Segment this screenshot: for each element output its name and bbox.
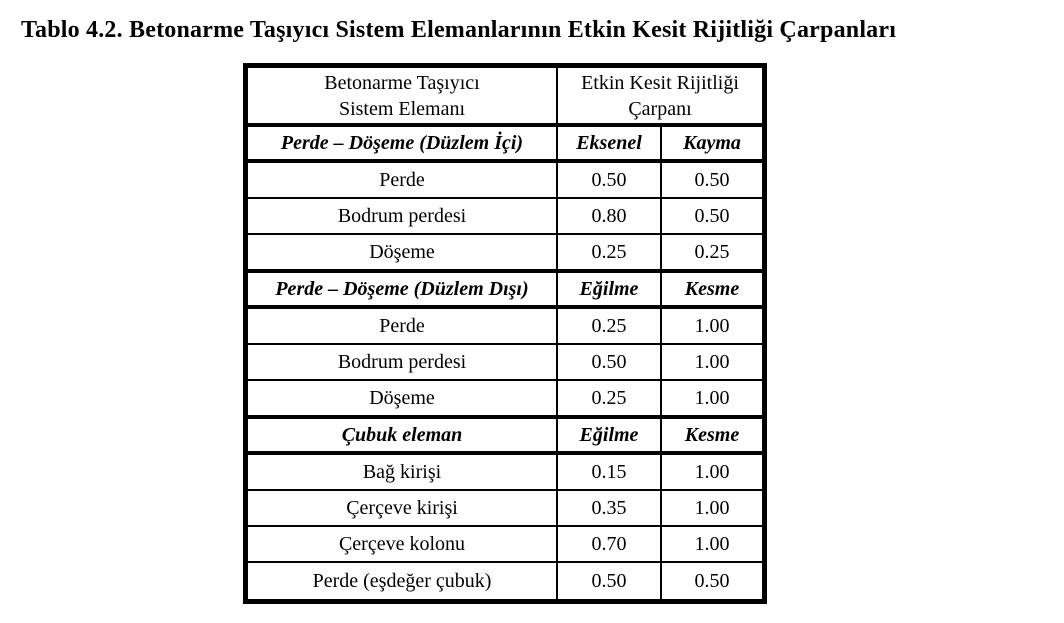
row-label-cell: Bodrum perdesi — [244, 343, 558, 381]
row-label-cell: Perde — [244, 160, 558, 199]
row-label-cell: Bağ kirişi — [244, 452, 558, 491]
value-cell: 0.15 — [556, 452, 662, 491]
section-header-row-outofplane: Perde – Döşeme (Düzlem Dışı) Eğilme Kesm… — [244, 269, 766, 309]
row-label-cell: Perde (eşdeğer çubuk) — [244, 561, 558, 603]
table-row: Çerçeve kolonu 0.70 1.00 — [244, 525, 766, 563]
row-label-cell: Çerçeve kirişi — [244, 489, 558, 527]
value-cell: 0.25 — [660, 233, 766, 272]
section-col-header: Kesme — [660, 415, 766, 455]
value-cell: 0.50 — [660, 197, 766, 235]
value-cell: 1.00 — [660, 525, 766, 563]
table-header-row: Betonarme Taşıyıcı Sistem Elemanı Etkin … — [244, 64, 766, 127]
value-cell: 0.50 — [556, 343, 662, 381]
header-cell-multiplier: Etkin Kesit Rijitliği Çarpanı — [556, 64, 766, 127]
table-row: Döşeme 0.25 0.25 — [244, 233, 766, 272]
section-label: Perde – Döşeme (Düzlem İçi) — [244, 123, 558, 163]
value-cell: 0.25 — [556, 379, 662, 418]
table-row: Bodrum perdesi 0.80 0.50 — [244, 197, 766, 235]
row-label-cell: Çerçeve kolonu — [244, 525, 558, 563]
header-cell-element: Betonarme Taşıyıcı Sistem Elemanı — [244, 64, 558, 127]
value-cell: 0.80 — [556, 197, 662, 235]
table-row: Bağ kirişi 0.15 1.00 — [244, 452, 766, 491]
effective-stiffness-table: Betonarme Taşıyıcı Sistem Elemanı Etkin … — [243, 63, 767, 604]
value-cell: 1.00 — [660, 452, 766, 491]
table-row: Perde (eşdeğer çubuk) 0.50 0.50 — [244, 561, 766, 603]
value-cell: 0.50 — [556, 561, 662, 603]
value-cell: 1.00 — [660, 489, 766, 527]
table-row: Bodrum perdesi 0.50 1.00 — [244, 343, 766, 381]
row-label-cell: Bodrum perdesi — [244, 197, 558, 235]
section-col-header: Kayma — [660, 123, 766, 163]
section-col-header: Kesme — [660, 269, 766, 309]
value-cell: 0.50 — [556, 160, 662, 199]
table-row: Çerçeve kirişi 0.35 1.00 — [244, 489, 766, 527]
section-col-header: Eğilme — [556, 269, 662, 309]
value-cell: 1.00 — [660, 343, 766, 381]
row-label-cell: Döşeme — [244, 233, 558, 272]
section-col-header: Eksenel — [556, 123, 662, 163]
section-label: Çubuk eleman — [244, 415, 558, 455]
value-cell: 0.50 — [660, 561, 766, 603]
value-cell: 1.00 — [660, 306, 766, 345]
value-cell: 0.25 — [556, 233, 662, 272]
section-header-row-inplane: Perde – Döşeme (Düzlem İçi) Eksenel Kaym… — [244, 123, 766, 163]
value-cell: 0.35 — [556, 489, 662, 527]
row-label-cell: Perde — [244, 306, 558, 345]
value-cell: 1.00 — [660, 379, 766, 418]
value-cell: 0.25 — [556, 306, 662, 345]
table-row: Perde 0.25 1.00 — [244, 306, 766, 345]
value-cell: 0.70 — [556, 525, 662, 563]
table-row: Perde 0.50 0.50 — [244, 160, 766, 199]
value-cell: 0.50 — [660, 160, 766, 199]
row-label-cell: Döşeme — [244, 379, 558, 418]
section-col-header: Eğilme — [556, 415, 662, 455]
table-row: Döşeme 0.25 1.00 — [244, 379, 766, 418]
section-header-row-bar: Çubuk eleman Eğilme Kesme — [244, 415, 766, 455]
section-label: Perde – Döşeme (Düzlem Dışı) — [244, 269, 558, 309]
table-caption: Tablo 4.2. Betonarme Taşıyıcı Sistem Ele… — [21, 17, 897, 43]
